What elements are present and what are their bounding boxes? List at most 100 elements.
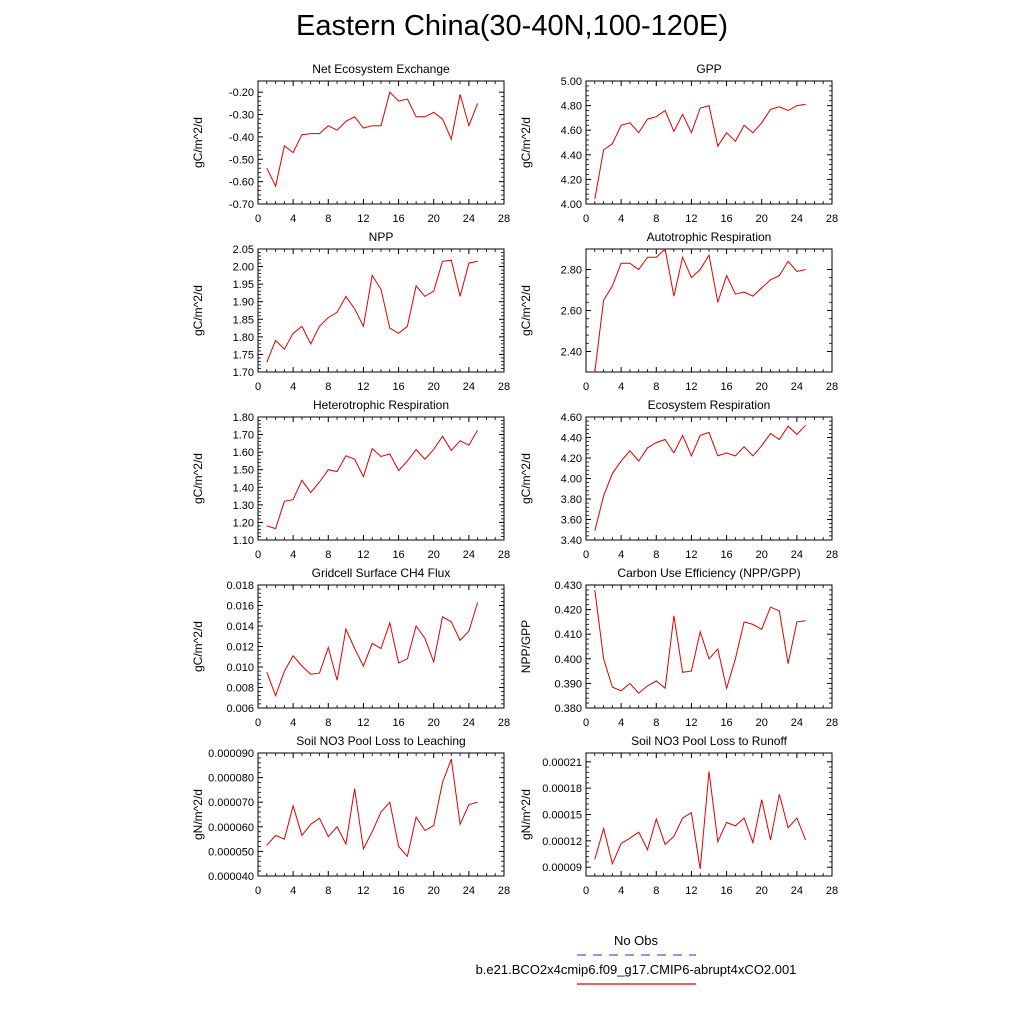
- chart-panel: Autotrophic Respiration 0 4 8 12 16 20 24 28 2.40…: [519, 230, 838, 393]
- x-tick-label: 0: [255, 717, 261, 729]
- x-tick-label: 12: [685, 885, 697, 897]
- x-tick-label: 8: [653, 213, 659, 225]
- x-tick-label: 12: [357, 213, 369, 225]
- series-line: [266, 602, 479, 698]
- x-tick-label: 4: [290, 885, 296, 897]
- x-tick-label: 12: [685, 381, 697, 393]
- y-tick-label: 4.60: [561, 412, 582, 424]
- y-tick-label: 1.90: [233, 297, 254, 309]
- x-tick-label: 0: [583, 213, 589, 225]
- x-tick-label: 8: [653, 885, 659, 897]
- x-tick-label: 12: [357, 549, 369, 561]
- x-tick-label: 24: [463, 381, 475, 393]
- y-tick-label: 1.40: [233, 482, 254, 494]
- x-tick-label: 28: [826, 549, 838, 561]
- y-tick-label: 2.80: [561, 265, 582, 277]
- x-tick-label: 24: [791, 381, 803, 393]
- x-tick-label: 20: [756, 549, 768, 561]
- y-tick-label: 1.10: [233, 535, 254, 547]
- chart-title: Ecosystem Respiration: [648, 398, 771, 412]
- x-tick-label: 4: [618, 717, 624, 729]
- plot-frame: [257, 752, 505, 877]
- y-tick-label: -0.70: [229, 199, 254, 211]
- y-tick-label: -0.50: [229, 154, 254, 166]
- plot-frame: [257, 584, 505, 709]
- chart-panel: Soil NO3 Pool Loss to Leaching 0 4 8 12 16 20 2…: [191, 734, 510, 897]
- x-tick-label: 0: [255, 381, 261, 393]
- plot-frame: [585, 416, 833, 541]
- plot-frame: [257, 80, 505, 205]
- y-axis-label: gN/m^2/d: [519, 789, 533, 840]
- chart-title: Soil NO3 Pool Loss to Leaching: [296, 734, 465, 748]
- chart-panel: Soil NO3 Pool Loss to Runoff 0 4 8 12 16 20 24 2…: [519, 734, 838, 897]
- y-tick-label: 0.012: [226, 642, 254, 654]
- x-tick-label: 4: [290, 213, 296, 225]
- plot-frame: [585, 80, 833, 205]
- y-tick-label: 0.00009: [542, 862, 582, 874]
- chart-title: Net Ecosystem Exchange: [312, 62, 450, 76]
- y-tick-label: 0.00018: [542, 783, 582, 795]
- y-tick-label: 0.00015: [542, 810, 582, 822]
- y-tick-label: 0.000080: [208, 773, 254, 785]
- y-tick-label: 0.000090: [208, 748, 254, 760]
- x-tick-label: 4: [618, 213, 624, 225]
- y-tick-label: 0.000040: [208, 871, 254, 883]
- y-tick-label: 0.016: [226, 601, 254, 613]
- y-tick-label: 0.410: [554, 629, 582, 641]
- x-tick-label: 24: [791, 549, 803, 561]
- x-tick-label: 8: [325, 717, 331, 729]
- x-tick-label: 20: [756, 381, 768, 393]
- y-axis-label: gC/m^2/d: [519, 117, 533, 168]
- x-tick-label: 24: [463, 717, 475, 729]
- x-tick-label: 4: [618, 381, 624, 393]
- x-tick-label: 12: [685, 717, 697, 729]
- y-tick-label: 0.000050: [208, 846, 254, 858]
- x-tick-label: 24: [463, 213, 475, 225]
- series-line: [266, 259, 478, 363]
- x-tick-label: 20: [756, 717, 768, 729]
- y-tick-label: 2.00: [233, 262, 254, 274]
- x-tick-label: 28: [826, 381, 838, 393]
- x-tick-label: 20: [428, 549, 440, 561]
- x-tick-label: 20: [428, 717, 440, 729]
- chart-title: Heterotrophic Respiration: [313, 398, 449, 412]
- page-title: Eastern China(30-40N,100-120E): [295, 10, 729, 42]
- y-axis-label: gC/m^2/d: [191, 453, 205, 504]
- y-tick-label: 4.40: [561, 433, 582, 445]
- series-line: [594, 249, 806, 372]
- y-tick-label: -0.30: [229, 110, 254, 122]
- chart-title: NPP: [369, 230, 394, 244]
- series-line: [266, 91, 479, 188]
- x-tick-label: 28: [826, 885, 838, 897]
- series-line: [594, 424, 806, 531]
- y-tick-label: 4.40: [561, 150, 582, 162]
- x-tick-label: 28: [826, 213, 838, 225]
- y-tick-label: 1.80: [233, 412, 254, 424]
- x-tick-label: 20: [428, 213, 440, 225]
- x-tick-label: 20: [756, 885, 768, 897]
- x-tick-label: 16: [392, 885, 404, 897]
- y-tick-label: 1.70: [233, 367, 254, 379]
- y-tick-label: 3.40: [561, 535, 582, 547]
- chart-title: GPP: [696, 62, 721, 76]
- y-tick-label: 1.70: [233, 430, 254, 442]
- x-tick-label: 8: [653, 381, 659, 393]
- y-tick-label: 1.75: [233, 349, 254, 361]
- y-tick-label: 0.380: [554, 703, 582, 715]
- series-line: [594, 103, 806, 200]
- x-tick-label: 12: [685, 549, 697, 561]
- chart-panel: Gridcell Surface CH4 Flux 0 4 8 12 16 20 24 28 0.…: [191, 566, 510, 729]
- x-tick-label: 28: [826, 717, 838, 729]
- x-tick-label: 12: [357, 717, 369, 729]
- x-tick-label: 12: [685, 213, 697, 225]
- y-tick-label: 1.85: [233, 314, 254, 326]
- x-tick-label: 8: [325, 381, 331, 393]
- y-axis-label: gC/m^2/d: [191, 117, 205, 168]
- x-tick-label: 24: [791, 885, 803, 897]
- y-tick-label: 1.50: [233, 465, 254, 477]
- chart-panel: NPP 0 4 8 12 16 20 24 28 1.70 1.75 1.80 1.85 1.90 1.95…: [191, 230, 510, 393]
- chart-title: Autotrophic Respiration: [647, 230, 772, 244]
- y-tick-label: -0.20: [229, 87, 254, 99]
- plot-frame: [257, 416, 505, 541]
